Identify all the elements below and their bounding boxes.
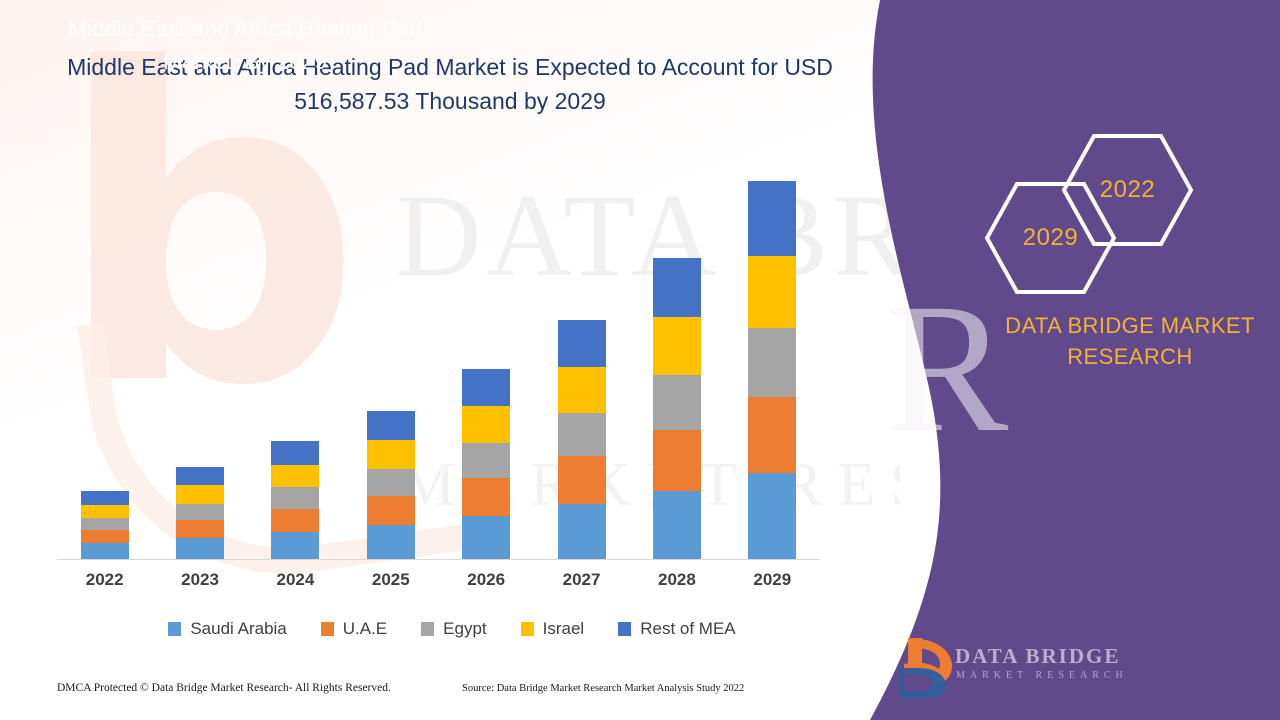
chart-title: Middle East and Africa Heating Pad Marke… <box>67 54 833 114</box>
segment-u-a-e-2026 <box>462 477 511 516</box>
segment-israel-2024 <box>271 464 320 488</box>
bar-2022 <box>80 491 129 559</box>
segment-saudi-arabia-2028 <box>652 490 701 559</box>
x-label-2027: 2027 <box>562 570 601 589</box>
segment-israel-2022 <box>80 505 129 519</box>
legend-swatch-icon <box>618 622 632 636</box>
legend-item-egypt[interactable]: Egypt <box>421 619 487 639</box>
legend-item-rest-of-mea[interactable]: Rest of MEA <box>618 619 736 639</box>
brand-name: DATA BRIDGE MARKET RESEARCH <box>1005 313 1255 369</box>
hexagon-2029-label: 2029 <box>1022 224 1079 251</box>
segment-israel-2027 <box>557 366 606 413</box>
segment-saudi-arabia-2027 <box>557 504 606 559</box>
segment-israel-2028 <box>652 317 701 376</box>
logo-text-secondary: MARKET RESEARCH <box>956 670 1128 681</box>
segment-u-a-e-2028 <box>652 429 701 491</box>
segment-rest-of-mea-2027 <box>557 319 606 367</box>
x-label-2025: 2025 <box>371 570 410 589</box>
segment-egypt-2025 <box>366 468 415 496</box>
x-axis-labels: 2022 2023 2024 2025 2026 2027 2028 2029 <box>57 570 820 596</box>
legend-swatch-icon <box>421 622 435 636</box>
segment-u-a-e-2024 <box>271 508 320 533</box>
stacked-bar-chart <box>57 180 820 560</box>
segment-saudi-arabia-2025 <box>366 525 415 559</box>
bar-2024 <box>271 441 320 559</box>
legend-swatch-icon <box>168 622 182 636</box>
chart-legend: Saudi Arabia U.A.E Egypt Israel Rest of MEA <box>57 615 847 643</box>
x-axis-line <box>57 559 820 560</box>
brand-panel: R <box>840 0 1280 720</box>
legend-item-u-a-e[interactable]: U.A.E <box>320 619 388 639</box>
purple-background-shape: R <box>870 0 1280 720</box>
segment-u-a-e-2023 <box>176 520 225 539</box>
segment-rest-of-mea-2028 <box>652 258 701 318</box>
legend-item-israel[interactable]: Israel <box>520 619 585 639</box>
chart-panel: b DATA BRIDGE MARKET RESEARCH Middle Eas… <box>0 0 900 720</box>
svg-text:R: R <box>885 266 1009 471</box>
brand-watermark-line1: DATA BRIDGE <box>396 170 900 301</box>
legend-label: Israel <box>542 619 585 638</box>
brand-watermark-mark: b <box>55 0 363 480</box>
segment-egypt-2029 <box>748 328 797 397</box>
segment-rest-of-mea-2029 <box>748 181 797 256</box>
segment-rest-of-mea-2023 <box>176 467 225 486</box>
bar-2023 <box>176 467 225 559</box>
legend-label: Saudi Arabia <box>190 619 287 638</box>
segment-israel-2029 <box>748 255 797 329</box>
legend-item-saudi-arabia[interactable]: Saudi Arabia <box>168 619 287 639</box>
legend-label: Rest of MEA <box>640 619 736 638</box>
hexagon-2022: 2022 <box>1060 130 1195 250</box>
segment-rest-of-mea-2026 <box>462 369 511 407</box>
segment-egypt-2024 <box>271 487 320 509</box>
segment-israel-2026 <box>462 406 511 443</box>
hexagon-outline-icon <box>984 182 1117 294</box>
bar-2027 <box>557 319 606 559</box>
bar-2028 <box>652 258 701 559</box>
segment-rest-of-mea-2024 <box>271 441 320 465</box>
x-label-2023: 2023 <box>181 570 219 589</box>
x-label-2029: 2029 <box>753 570 792 589</box>
segment-u-a-e-2025 <box>366 495 415 526</box>
legend-swatch-icon <box>320 622 334 636</box>
footer: DMCA Protected © Data Bridge Market Rese… <box>0 682 860 706</box>
segment-saudi-arabia-2022 <box>80 543 129 559</box>
hexagon-2029: 2029 <box>983 178 1118 298</box>
segment-israel-2023 <box>176 485 225 504</box>
segment-rest-of-mea-2022 <box>80 491 129 506</box>
hexagon-outline-icon <box>1061 134 1194 246</box>
segment-saudi-arabia-2023 <box>176 538 225 559</box>
bar-2025 <box>366 410 415 559</box>
legend-label: U.A.E <box>342 619 388 638</box>
dmca-notice: DMCA Protected © Data Bridge Market Rese… <box>57 682 391 694</box>
segment-egypt-2028 <box>652 375 701 430</box>
segment-u-a-e-2029 <box>748 396 797 474</box>
legend-label: Egypt <box>443 619 487 638</box>
segment-egypt-2023 <box>176 503 225 520</box>
logo-text-primary: DATA BRIDGE <box>955 644 1121 668</box>
segment-egypt-2027 <box>557 412 606 456</box>
hexagon-2022-label: 2022 <box>1099 176 1156 203</box>
data-bridge-logo-icon <box>900 638 952 698</box>
x-label-2024: 2024 <box>276 570 315 589</box>
brand-panel-title: Middle East and Africa Heating Pad Marke… <box>68 16 422 74</box>
segment-saudi-arabia-2024 <box>271 532 320 559</box>
segment-u-a-e-2027 <box>557 455 606 505</box>
legend-swatch-icon <box>520 622 534 636</box>
bar-2026 <box>462 369 511 559</box>
x-label-2026: 2026 <box>467 570 506 589</box>
bar-2029 <box>748 181 797 559</box>
segment-saudi-arabia-2029 <box>748 473 797 559</box>
segment-egypt-2022 <box>80 518 129 531</box>
source-note: Source: Data Bridge Market Research Mark… <box>462 683 745 694</box>
segment-egypt-2026 <box>462 442 511 478</box>
segment-israel-2025 <box>366 440 415 469</box>
segment-u-a-e-2022 <box>80 530 129 544</box>
segment-saudi-arabia-2026 <box>462 515 511 559</box>
x-label-2028: 2028 <box>658 570 696 589</box>
segment-rest-of-mea-2025 <box>366 410 415 441</box>
x-label-2022: 2022 <box>85 570 124 589</box>
